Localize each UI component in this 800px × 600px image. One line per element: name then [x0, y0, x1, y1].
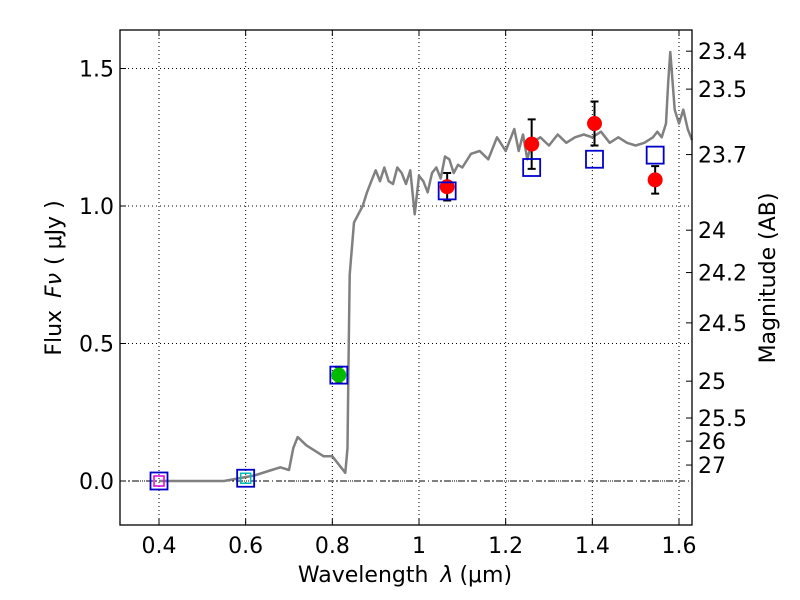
x-tick-label: 0.4: [142, 534, 177, 559]
y2-tick-label: 25.5: [698, 407, 747, 432]
y2-tick-label: 26: [698, 430, 726, 455]
model-photometry-square: [645, 145, 665, 165]
y2-tick-label: 23.4: [698, 40, 747, 65]
y-tick-label: 1.5: [79, 58, 114, 83]
y2-tick-label: 24.2: [698, 262, 747, 287]
observed-point-green: [331, 367, 347, 383]
model-photometry-square: [236, 468, 256, 488]
model-photometry-square: [149, 471, 169, 491]
plot-frame: [119, 29, 693, 526]
y-tick-label: 0.0: [79, 470, 114, 495]
y-axis-label: FluxFν( μJy ): [42, 200, 67, 355]
tick-layer: 0.4 0.6 0.8 1 1.2 1.4 1.6 0.0 0.5 1.0 1.5 23.4 23.5 2…: [79, 30, 747, 559]
y2-tick-label: 25: [698, 370, 726, 395]
observed-point-red: [647, 172, 663, 188]
x-tick-label: 0.8: [315, 534, 350, 559]
x-tick-label: 1.2: [488, 534, 523, 559]
y-tick-label: 1.0: [79, 195, 114, 220]
y2-axis-label: Magnitude (AB): [756, 193, 781, 364]
x-tick-label: 0.6: [228, 534, 263, 559]
x-axis-label: Wavelength λ (μm): [298, 563, 512, 588]
y2-tick-label: 23.5: [698, 78, 747, 103]
y-tick-label: 0.5: [79, 333, 114, 358]
model-photometry-square: [329, 365, 349, 385]
x-tick-label: 1: [412, 534, 426, 559]
observed-point-red: [524, 136, 540, 152]
y2-tick-label: 27: [698, 454, 726, 479]
x-tick-label: 1.6: [662, 534, 697, 559]
y2-tick-label: 24.5: [698, 312, 747, 337]
x-tick-label: 1.4: [575, 534, 610, 559]
y2-tick-label: 24: [698, 219, 726, 244]
model-spectrum-line: [159, 50, 694, 483]
observed-point-magenta: [153, 475, 165, 487]
model-photometry-square: [522, 158, 542, 177]
data-marks: [149, 100, 665, 491]
observed-point-cyan: [239, 472, 252, 484]
model-photometry-square: [585, 149, 604, 169]
model-photometry-square: [437, 181, 457, 201]
grid-layer: [120, 30, 692, 525]
observed-point-red: [587, 116, 602, 131]
y2-tick-label: 23.7: [698, 144, 747, 169]
